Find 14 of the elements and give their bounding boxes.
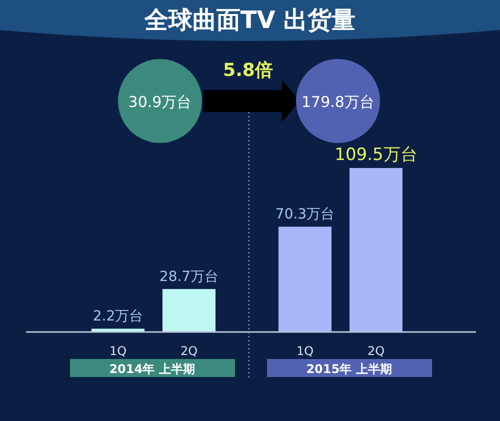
data-label: 109.5万台 [334, 145, 418, 165]
data-label: 28.7万台 [159, 269, 219, 286]
text: 2014年 上半期 [109, 362, 195, 376]
data-label: 2.2万台 [92, 308, 144, 325]
x-tick-label: 2Q [367, 344, 385, 358]
text: 2015年 上半期 [306, 362, 392, 376]
x-tick-label: 1Q [109, 344, 127, 358]
x-tick-label: 1Q [296, 344, 314, 358]
text: 30.9万台 [128, 93, 192, 111]
text: 179.8万台 [302, 93, 374, 111]
chart-title: 全球曲面TV 出货量 [143, 6, 356, 34]
x-tick-label: 2Q [180, 344, 198, 358]
text: 5.8倍 [223, 60, 273, 81]
data-label: 70.3万台 [275, 206, 335, 223]
